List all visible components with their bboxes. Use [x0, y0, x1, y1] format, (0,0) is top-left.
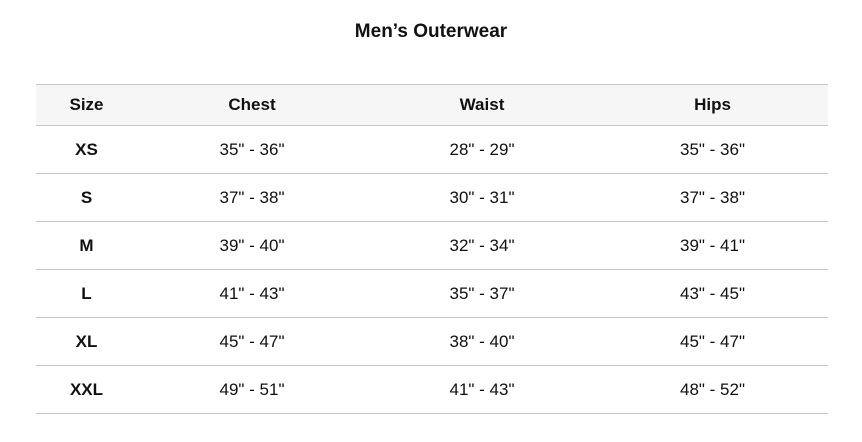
cell-chest: 45" - 47" — [137, 317, 367, 366]
column-header-waist: Waist — [367, 84, 597, 126]
cell-size: S — [36, 173, 137, 222]
column-header-hips: Hips — [597, 84, 828, 126]
cell-size: XL — [36, 317, 137, 366]
cell-waist: 30" - 31" — [367, 173, 597, 222]
cell-hips: 43" - 45" — [597, 269, 828, 318]
table-row: XXL 49" - 51" 41" - 43" 48" - 52" — [36, 365, 828, 414]
cell-size: XS — [36, 125, 137, 174]
cell-waist: 41" - 43" — [367, 365, 597, 414]
cell-hips: 48" - 52" — [597, 365, 828, 414]
cell-hips: 35" - 36" — [597, 125, 828, 174]
table-row: XL 45" - 47" 38" - 40" 45" - 47" — [36, 317, 828, 366]
cell-chest: 49" - 51" — [137, 365, 367, 414]
column-header-size: Size — [36, 84, 137, 126]
cell-chest: 35" - 36" — [137, 125, 367, 174]
table-row: M 39" - 40" 32" - 34" 39" - 41" — [36, 221, 828, 270]
table-row: XS 35" - 36" 28" - 29" 35" - 36" — [36, 125, 828, 174]
column-header-chest: Chest — [137, 84, 367, 126]
cell-hips: 39" - 41" — [597, 221, 828, 270]
cell-waist: 32" - 34" — [367, 221, 597, 270]
cell-hips: 37" - 38" — [597, 173, 828, 222]
cell-size: XXL — [36, 365, 137, 414]
cell-hips: 45" - 47" — [597, 317, 828, 366]
cell-waist: 35" - 37" — [367, 269, 597, 318]
cell-chest: 41" - 43" — [137, 269, 367, 318]
cell-chest: 39" - 40" — [137, 221, 367, 270]
cell-size: L — [36, 269, 137, 318]
table-row: S 37" - 38" 30" - 31" 37" - 38" — [36, 173, 828, 222]
page-title: Men’s Outerwear — [354, 21, 508, 42]
size-chart-table: Size Chest Waist Hips XS 35" - 36" 28" - 2… — [36, 84, 828, 414]
cell-size: M — [36, 221, 137, 270]
cell-chest: 37" - 38" — [137, 173, 367, 222]
cell-waist: 28" - 29" — [367, 125, 597, 174]
cell-waist: 38" - 40" — [367, 317, 597, 366]
table-row: L 41" - 43" 35" - 37" 43" - 45" — [36, 269, 828, 318]
table-header-row: Size Chest Waist Hips — [36, 84, 828, 126]
